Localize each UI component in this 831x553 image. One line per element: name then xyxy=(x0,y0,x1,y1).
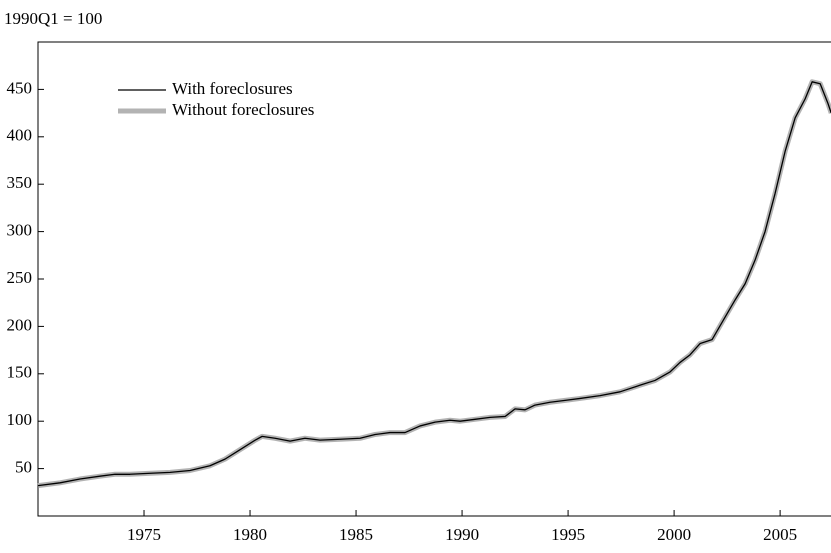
chart-title: 1990Q1 = 100 xyxy=(4,9,102,28)
y-tick-label: 300 xyxy=(7,221,33,240)
y-tick-label: 150 xyxy=(7,363,33,382)
y-tick-label: 50 xyxy=(15,458,32,477)
y-tick-label: 350 xyxy=(7,173,33,192)
legend-label: Without foreclosures xyxy=(172,100,314,119)
y-tick-label: 250 xyxy=(7,268,33,287)
x-tick-label: 1985 xyxy=(339,525,373,544)
y-tick-label: 450 xyxy=(7,78,33,97)
y-tick-label: 200 xyxy=(7,315,33,334)
x-tick-label: 1980 xyxy=(233,525,267,544)
x-tick-label: 2000 xyxy=(657,525,691,544)
series-line xyxy=(37,79,831,489)
series-line xyxy=(37,81,831,487)
x-tick-label: 1990 xyxy=(445,525,479,544)
x-tick-label: 1995 xyxy=(551,525,585,544)
y-tick-label: 100 xyxy=(7,410,33,429)
x-tick-label: 2005 xyxy=(763,525,797,544)
y-tick-label: 400 xyxy=(7,126,33,145)
x-tick-label: 1975 xyxy=(127,525,161,544)
legend-label: With foreclosures xyxy=(172,79,293,98)
